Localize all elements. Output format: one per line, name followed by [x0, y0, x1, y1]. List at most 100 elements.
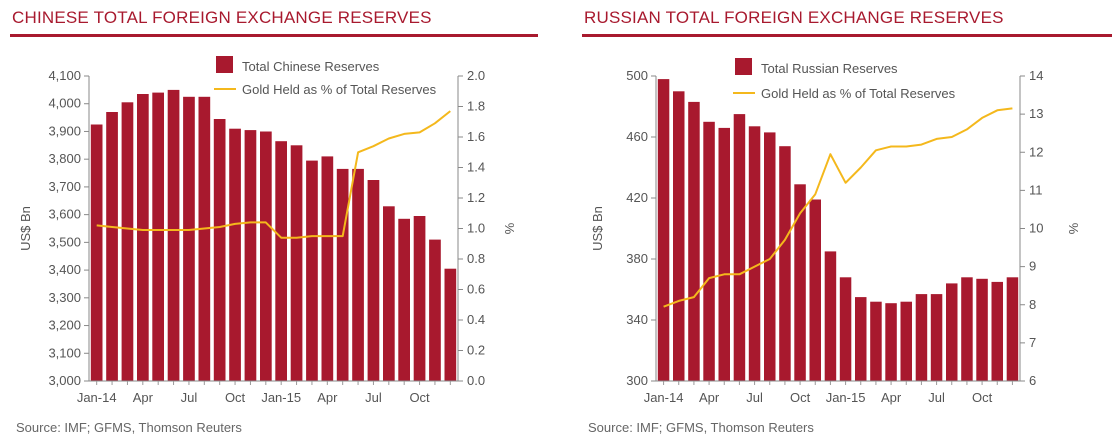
right-axis-title: %	[1066, 223, 1081, 235]
legend-bar-swatch	[216, 56, 233, 73]
gold-share-line	[663, 107, 1013, 308]
reserve-bar	[106, 112, 118, 381]
reserve-bar	[183, 96, 195, 382]
left-tick-label: 3,400	[48, 262, 81, 277]
reserve-bar	[885, 303, 897, 381]
left-tick-label: 3,700	[48, 179, 81, 194]
left-tick-label: 340	[626, 312, 648, 327]
x-tick-label: Apr	[317, 390, 338, 405]
reserve-bar	[764, 132, 776, 381]
reserve-bar	[870, 301, 882, 381]
legend-bar-label: Total Chinese Reserves	[242, 59, 380, 74]
reserve-bar	[1006, 277, 1019, 381]
left-axis-title: US$ Bn	[18, 206, 33, 251]
reserve-bar	[244, 130, 257, 381]
left-tick-label: 3,100	[48, 345, 81, 360]
reserve-bar	[198, 96, 211, 382]
legend-line-label: Gold Held as % of Total Reserves	[242, 82, 437, 97]
reserve-bar	[383, 206, 395, 381]
right-tick-label: 1.8	[467, 99, 485, 114]
chart-title: CHINESE TOTAL FOREIGN EXCHANGE RESERVES	[12, 8, 432, 27]
right-tick-label: 12	[1029, 144, 1043, 159]
reserve-bar	[152, 92, 164, 381]
x-tick-label: Apr	[133, 390, 154, 405]
reserve-bar	[290, 145, 303, 381]
reserve-bar	[779, 146, 791, 381]
x-tick-label: Jan-15	[261, 390, 301, 405]
x-tick-label: Oct	[409, 390, 430, 405]
reserve-bar	[167, 89, 180, 382]
chart-title: RUSSIAN TOTAL FOREIGN EXCHANGE RESERVES	[584, 8, 1004, 27]
x-tick-label: Jan-14	[77, 390, 117, 405]
right-tick-label: 1.6	[467, 129, 485, 144]
reserve-bar	[900, 301, 912, 381]
title-rule	[10, 34, 538, 37]
legend-bar-label: Total Russian Reserves	[761, 61, 898, 76]
reserve-bar	[976, 278, 988, 381]
reserve-bar	[930, 294, 943, 381]
reserve-bar	[915, 294, 928, 381]
reserve-bar	[90, 124, 103, 381]
x-tick-label: Oct	[225, 390, 246, 405]
source-note: Source: IMF; GFMS, Thomson Reuters	[588, 420, 814, 435]
x-tick-label: Jul	[365, 390, 382, 405]
russian-reserves-panel: RUSSIAN TOTAL FOREIGN EXCHANGE RESERVES …	[572, 0, 1112, 448]
reserve-bar	[137, 94, 149, 381]
left-tick-label: 3,200	[48, 318, 81, 333]
reserve-bar	[444, 268, 457, 381]
right-tick-label: 2.0	[467, 68, 485, 83]
reserve-bar	[855, 297, 867, 381]
legend-bar-swatch	[735, 58, 752, 75]
reserve-bar	[839, 277, 852, 381]
x-tick-label: Oct	[972, 390, 993, 405]
right-tick-label: 0.6	[467, 282, 485, 297]
reserve-bar	[321, 156, 334, 381]
right-tick-label: 1.4	[467, 160, 485, 175]
x-tick-label: Apr	[699, 390, 720, 405]
reserve-bar	[260, 131, 272, 381]
x-tick-label: Jan-15	[826, 390, 866, 405]
left-tick-label: 3,000	[48, 373, 81, 388]
reserve-bar	[306, 160, 318, 381]
reserve-bar	[367, 180, 380, 381]
reserve-bar	[824, 251, 837, 381]
reserve-bar	[748, 126, 761, 381]
reserve-bar	[961, 277, 973, 381]
right-tick-label: 0.8	[467, 251, 485, 266]
right-tick-label: 10	[1029, 221, 1043, 236]
title-rule	[582, 34, 1112, 37]
left-tick-label: 460	[626, 129, 648, 144]
right-tick-label: 0.2	[467, 343, 485, 358]
left-tick-label: 3,600	[48, 207, 81, 222]
left-tick-label: 380	[626, 251, 648, 266]
source-note: Source: IMF; GFMS, Thomson Reuters	[16, 420, 242, 435]
legend-line-label: Gold Held as % of Total Reserves	[761, 86, 956, 101]
reserve-bar	[429, 239, 441, 381]
right-tick-label: 8	[1029, 297, 1036, 312]
left-axis-title: US$ Bn	[590, 206, 605, 251]
right-tick-label: 9	[1029, 259, 1036, 274]
reserve-bar	[275, 141, 287, 381]
right-tick-label: 7	[1029, 335, 1036, 350]
left-tick-label: 3,800	[48, 151, 81, 166]
x-tick-label: Apr	[881, 390, 902, 405]
left-tick-label: 420	[626, 190, 648, 205]
gold-share-line	[96, 110, 451, 239]
left-tick-label: 4,000	[48, 96, 81, 111]
left-tick-label: 3,500	[48, 234, 81, 249]
x-tick-label: Jul	[181, 390, 198, 405]
reserve-bar	[352, 168, 364, 381]
x-tick-label: Jul	[928, 390, 945, 405]
reserve-bar	[336, 168, 349, 381]
chinese-reserves-panel: CHINESE TOTAL FOREIGN EXCHANGE RESERVES …	[0, 0, 540, 448]
reserve-bar	[657, 79, 670, 381]
right-tick-label: 0.0	[467, 373, 485, 388]
chinese-reserves-chart: 3,000 3,100 3,200 3,300 3,400 3,500 3,600 3,700…	[18, 56, 517, 405]
x-tick-label: Jan-14	[644, 390, 684, 405]
right-tick-label: 6	[1029, 373, 1036, 388]
right-tick-label: 13	[1029, 106, 1043, 121]
reserve-bar	[213, 119, 226, 381]
left-tick-label: 3,900	[48, 123, 81, 138]
x-tick-label: Jul	[746, 390, 763, 405]
x-tick-label: Oct	[790, 390, 811, 405]
